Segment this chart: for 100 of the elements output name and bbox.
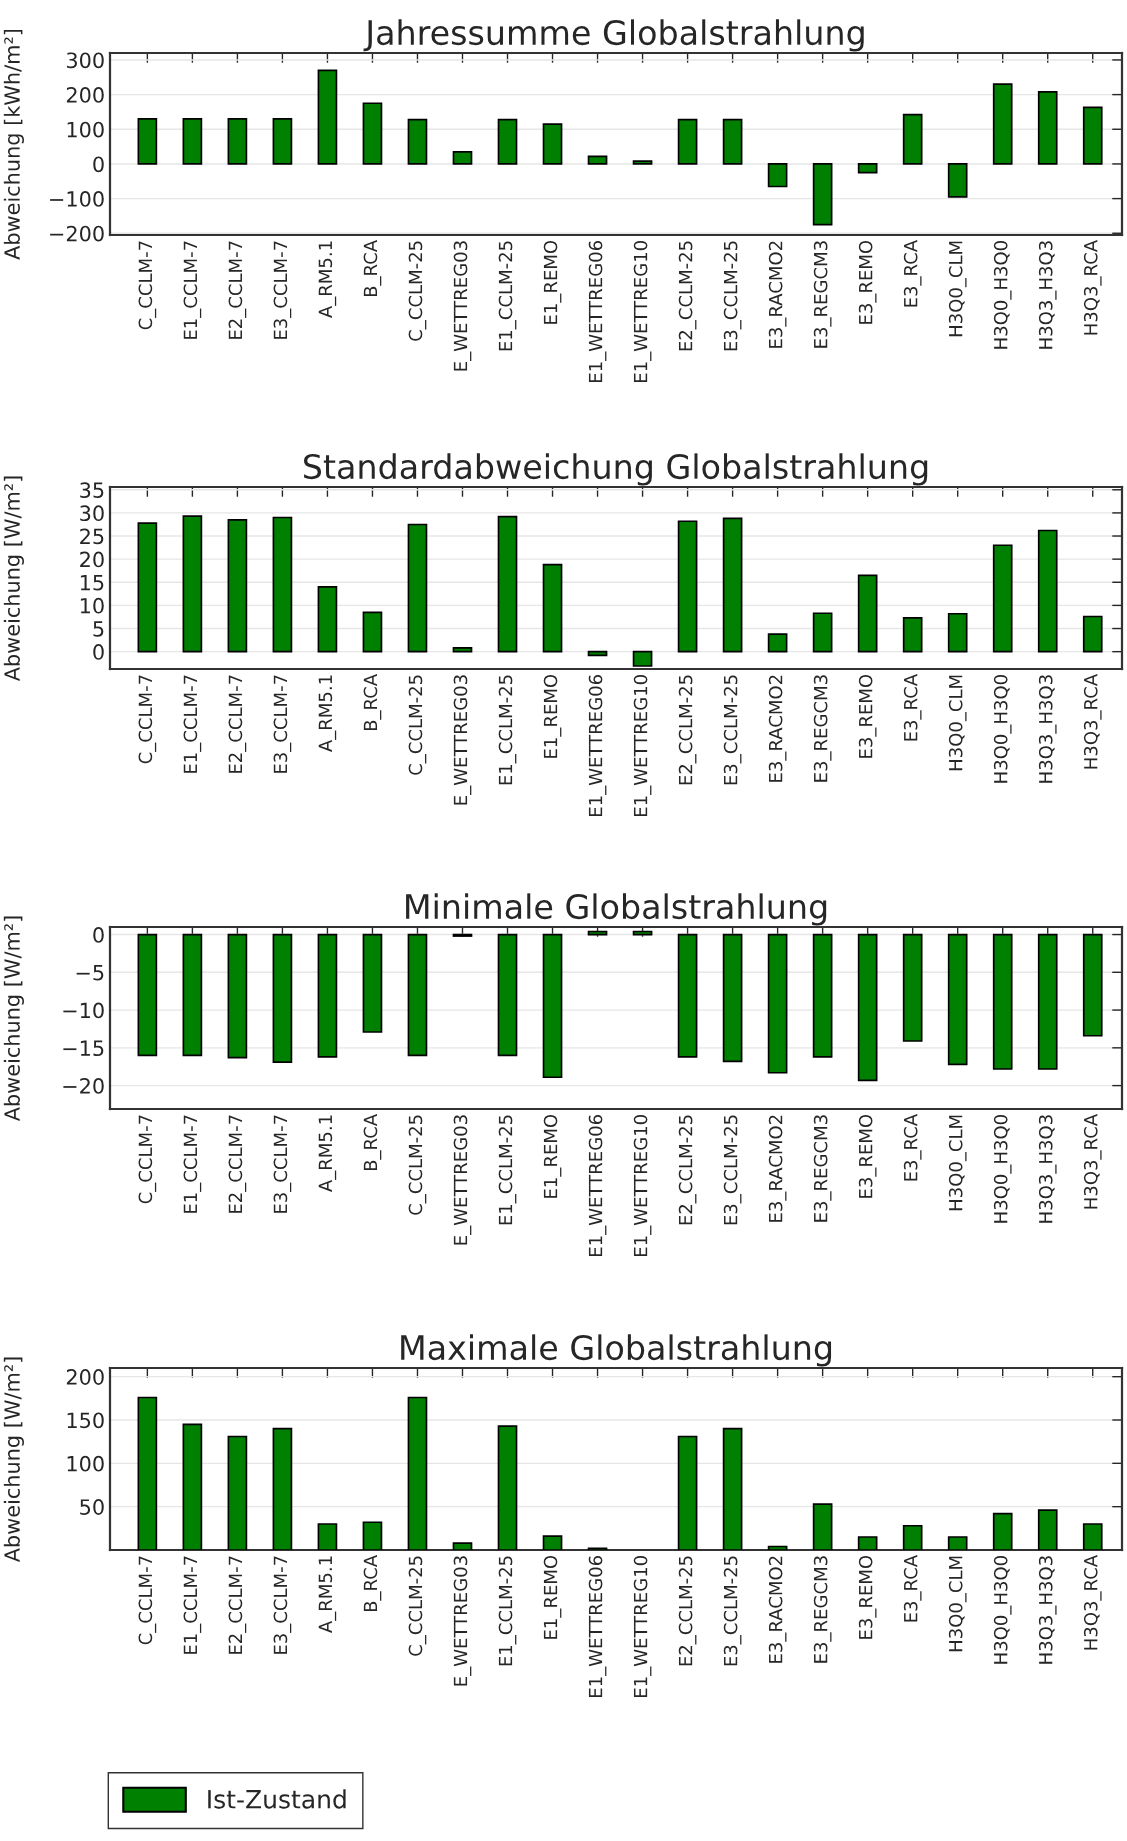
- x-tick-label: E3_RACMO2: [768, 1556, 787, 1663]
- y-tick-label: −10: [63, 1002, 104, 1019]
- y-tick-label: 30: [80, 505, 104, 522]
- bar: [497, 515, 518, 653]
- x-tick-label: H3Q3_H3Q3: [1038, 1115, 1057, 1223]
- bar: [767, 163, 788, 188]
- x-tick-label: E3_REMO: [858, 674, 877, 758]
- bar: [992, 544, 1013, 653]
- bar: [857, 1536, 878, 1550]
- bar: [677, 1435, 698, 1550]
- bar: [137, 118, 158, 165]
- x-tick-label: B_RCA: [363, 240, 382, 297]
- x-tick-label: C_CCLM-7: [138, 1556, 157, 1645]
- x-tick-label: E2_CCLM-25: [678, 1115, 697, 1225]
- x-tick-label: C_CCLM-25: [408, 675, 427, 775]
- y-tick-label: −200: [50, 225, 104, 242]
- bar: [992, 83, 1013, 165]
- x-tick-label: B_RCA: [363, 1555, 382, 1612]
- x-tick-label: E3_RACMO2: [768, 675, 787, 782]
- bar: [902, 1524, 923, 1550]
- bar: [497, 118, 518, 165]
- bar: [857, 163, 878, 174]
- x-tick-label: H3Q0_H3Q0: [993, 675, 1012, 783]
- x-tick-label: H3Q3_RCA: [1083, 1555, 1102, 1650]
- x-tick-label: H3Q3_RCA: [1083, 674, 1102, 769]
- bar: [902, 113, 923, 165]
- bar: [632, 160, 653, 165]
- chart-title: Standardabweichung Globalstrahlung: [303, 453, 928, 486]
- x-tick-label: H3Q3_RCA: [1083, 240, 1102, 335]
- y-tick-label: 20: [80, 551, 104, 568]
- y-tick-label: 35: [80, 482, 104, 498]
- x-tick-label: E3_REGCM3: [813, 675, 832, 782]
- x-tick-label: E3_CCLM-25: [723, 675, 742, 785]
- bar: [587, 650, 608, 657]
- y-tick-label: 0: [93, 156, 104, 173]
- x-tick-label: E_WETTREG03: [453, 241, 472, 371]
- x-tick-label: E1_CCLM-25: [498, 241, 517, 351]
- x-tick-label: E1_WETTREG10: [633, 675, 652, 816]
- bar: [542, 1535, 563, 1550]
- bar: [947, 1536, 968, 1550]
- bar: [947, 612, 968, 653]
- y-tick-label: −20: [63, 1078, 104, 1094]
- x-tick-label: E2_CCLM-7: [228, 1556, 247, 1654]
- y-axis-title: Abweichung [W/m²]: [3, 1357, 24, 1563]
- x-tick-label: C_CCLM-25: [408, 241, 427, 341]
- x-tick-label: H3Q3_H3Q3: [1038, 675, 1057, 783]
- x-tick-label: C_CCLM-7: [138, 1115, 157, 1204]
- x-tick-label: E1_CCLM-25: [498, 1115, 517, 1225]
- y-axis-title: Abweichung [kWh/m²]: [3, 29, 24, 260]
- bar: [722, 118, 743, 165]
- x-tick-label: E1_CCLM-7: [183, 1115, 202, 1213]
- y-axis-title: Abweichung [W/m²]: [3, 476, 24, 682]
- x-tick-label: E3_CCLM-7: [273, 241, 292, 339]
- x-tick-label: E3_REGCM3: [813, 1556, 832, 1663]
- x-tick-label: E1_REMO: [543, 1114, 562, 1198]
- chart-title: Jahressumme Globalstrahlung: [363, 19, 864, 52]
- bar: [677, 520, 698, 653]
- y-tick-label: 0: [93, 927, 104, 943]
- bar: [1082, 106, 1103, 165]
- x-tick-label: E3_CCLM-7: [273, 675, 292, 773]
- x-tick-label: E1_WETTREG10: [633, 241, 652, 382]
- x-tick-label: C_CCLM-25: [408, 1115, 427, 1215]
- bar: [362, 611, 383, 653]
- x-tick-label: E1_WETTREG06: [588, 241, 607, 382]
- x-tick-label: E3_CCLM-25: [723, 1115, 742, 1225]
- bar: [1082, 1523, 1103, 1550]
- bar: [947, 163, 968, 198]
- y-tick-label: 300: [66, 52, 104, 69]
- x-tick-label: E3_REGCM3: [813, 1115, 832, 1222]
- x-tick-label: H3Q3_RCA: [1083, 1114, 1102, 1209]
- x-tick-label: E3_REMO: [858, 240, 877, 324]
- bar: [767, 1545, 788, 1550]
- bar: [272, 516, 293, 653]
- x-tick-label: E2_CCLM-7: [228, 1115, 247, 1213]
- bar: [137, 522, 158, 653]
- legend-label: Ist-Zustand: [208, 1789, 346, 1809]
- y-axis-title: Abweichung [W/m²]: [3, 916, 24, 1122]
- x-tick-label: E3_RCA: [903, 1114, 922, 1181]
- x-tick-label: E3_RACMO2: [768, 1115, 787, 1222]
- x-tick-label: E1_WETTREG10: [633, 1115, 652, 1256]
- y-tick-label: 100: [67, 1455, 104, 1472]
- bar: [1037, 90, 1058, 165]
- x-tick-label: A_RM5.1: [318, 1115, 337, 1192]
- bar: [1037, 1509, 1058, 1550]
- x-tick-label: E_WETTREG03: [453, 1115, 472, 1245]
- x-tick-label: E_WETTREG03: [453, 675, 472, 805]
- bar: [182, 515, 203, 653]
- x-tick-label: H3Q0_CLM: [948, 1115, 967, 1211]
- y-tick-label: −5: [76, 965, 104, 981]
- x-tick-label: C_CCLM-7: [138, 675, 157, 764]
- x-tick-label: E1_WETTREG10: [633, 1556, 652, 1697]
- bar: [587, 155, 608, 165]
- y-tick-label: 0: [93, 644, 104, 660]
- y-tick-label: 5: [93, 621, 104, 637]
- bar: [317, 586, 338, 653]
- x-tick-label: E1_CCLM-25: [498, 675, 517, 785]
- x-tick-label: E1_CCLM-25: [498, 1556, 517, 1666]
- x-tick-label: H3Q3_H3Q3: [1038, 241, 1057, 349]
- x-tick-label: H3Q0_CLM: [948, 1556, 967, 1652]
- x-tick-label: E2_CCLM-25: [678, 675, 697, 785]
